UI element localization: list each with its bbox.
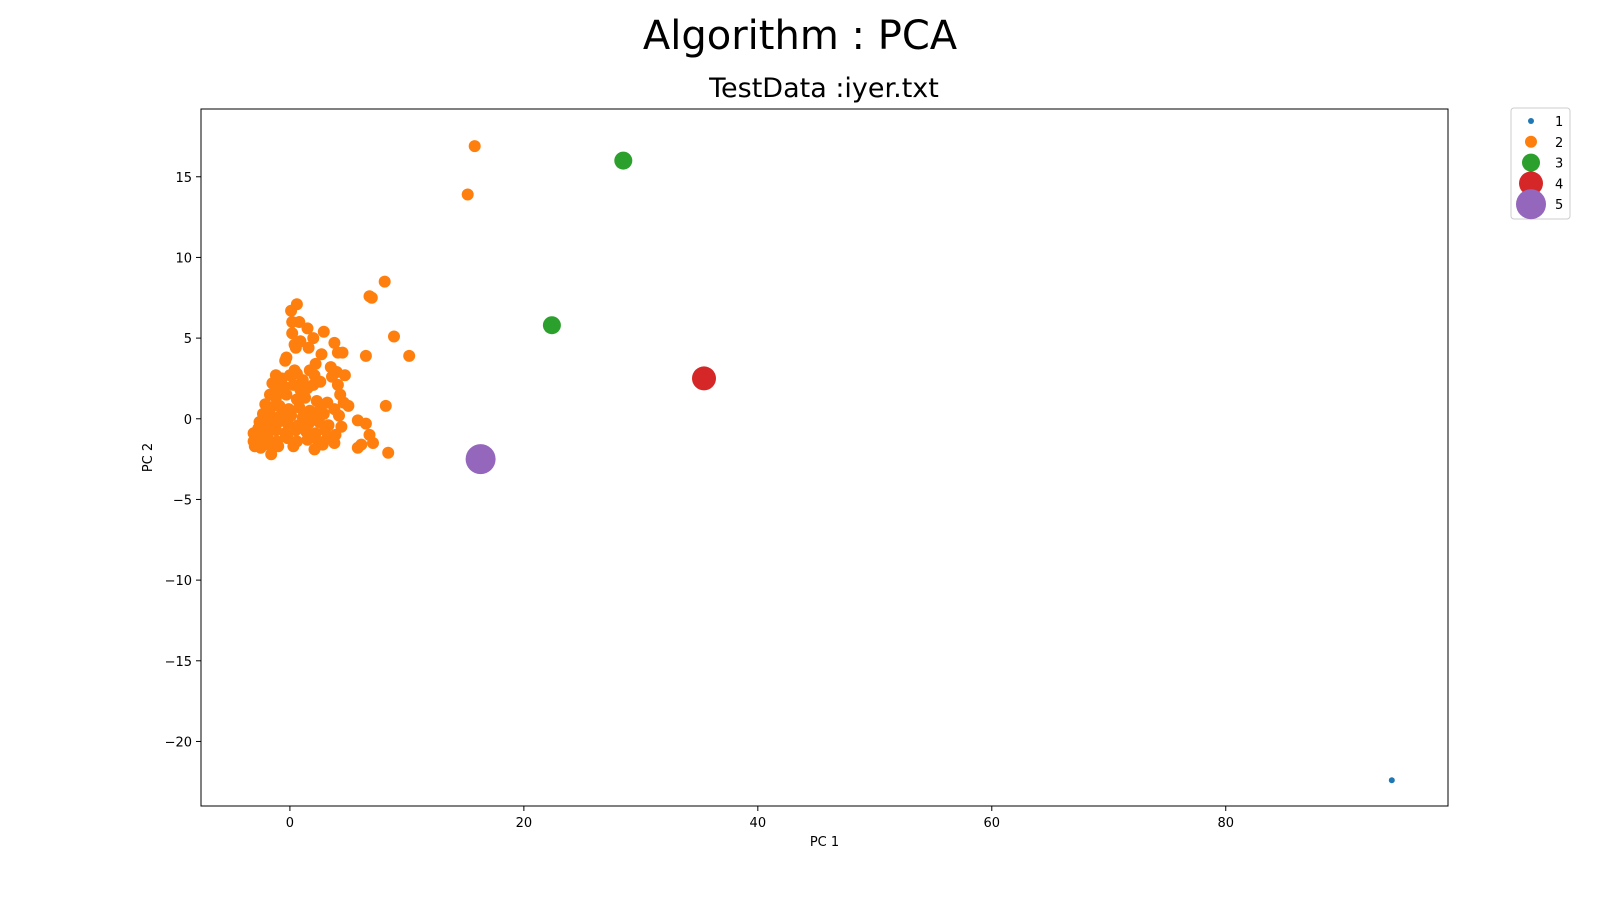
data-point-series-2 [286,327,299,340]
data-point-series-3 [542,316,561,335]
chart-title: TestData :iyer.txt [709,73,939,104]
legend-label-4: 4 [1555,177,1563,192]
data-point-series-2 [302,341,315,354]
data-point-series-2 [299,391,312,404]
data-point-series-2 [333,409,345,422]
data-point-series-2 [365,291,378,304]
data-point-series-2 [289,424,302,437]
data-point-series-2 [281,417,294,430]
data-point-series-2 [269,424,282,437]
x-tick-label: 0 [286,816,294,831]
data-point-series-3 [614,151,633,170]
data-point-series-2 [285,304,298,317]
x-axis-label: PC 1 [810,835,839,850]
figure-suptitle: Algorithm : PCA [642,13,958,59]
data-point-series-2 [338,369,351,382]
data-point-series-2 [331,378,344,391]
legend-marker-3 [1522,153,1540,172]
data-point-series-2 [293,401,306,414]
data-point-series-2 [273,399,286,412]
data-point-series-2 [328,437,341,449]
legend-label-3: 3 [1555,157,1563,172]
data-point-series-2 [280,388,293,401]
data-point-series-2 [355,438,368,451]
data-point-series-2 [367,437,379,449]
data-point-series-2 [382,446,395,459]
legend-label-2: 2 [1555,136,1563,151]
data-point-series-2 [316,438,329,451]
data-point-series-2 [280,351,293,364]
data-point-series-2 [359,349,372,362]
data-point-series-2 [307,378,320,391]
y-tick-label: 10 [175,251,192,266]
data-point-series-2 [309,357,322,370]
x-tick-label: 20 [516,816,533,831]
y-tick-label: 15 [175,171,192,186]
y-tick-label: −15 [165,655,192,670]
data-point-series-2 [328,336,341,349]
data-point-series-2 [388,330,400,343]
legend-marker-1 [1528,118,1534,124]
data-point-series-2 [342,399,355,412]
data-point-series-4 [692,366,716,391]
data-point-series-2 [301,433,314,446]
data-point-series-2 [301,322,314,335]
data-point-series-2 [293,316,306,328]
ticks-layer: 0 20 40 60 80 15 10 5 0 −5 −10 −15 −20 [165,171,1234,831]
data-point-series-2 [461,188,474,201]
data-point-series-1 [1388,777,1395,784]
x-tick-label: 80 [1217,816,1234,831]
data-point-series-2 [359,417,372,430]
points-layer [247,140,1395,784]
data-point-series-2 [307,332,320,345]
data-point-series-2 [379,399,392,412]
y-tick-label: 5 [184,332,192,347]
y-tick-label: −5 [173,493,192,508]
y-axis-label: PC 2 [141,443,156,472]
data-point-series-5 [465,444,496,475]
legend: 1 2 3 4 5 [1510,107,1571,220]
data-point-series-2 [331,346,344,359]
y-tick-label: 0 [184,413,192,428]
data-point-series-2 [468,140,481,153]
legend-marker-4 [1519,171,1543,196]
data-point-series-2 [272,440,285,453]
axes-frame [200,108,1449,807]
y-tick-label: −10 [165,574,192,589]
data-point-series-2 [317,325,330,338]
data-point-series-2 [289,341,302,354]
data-point-series-2 [265,448,278,461]
y-tick-label: −20 [165,735,192,750]
legend-label-1: 1 [1555,115,1563,130]
data-point-series-2 [262,438,275,451]
x-tick-label: 60 [984,816,1001,831]
data-point-series-2 [315,348,328,361]
data-point-series-2 [403,349,416,362]
legend-marker-2 [1525,135,1537,148]
legend-label-5: 5 [1555,198,1563,213]
data-point-series-2 [378,275,391,288]
x-tick-label: 40 [750,816,767,831]
data-point-series-2 [287,440,300,453]
legend-marker-5 [1516,189,1546,220]
